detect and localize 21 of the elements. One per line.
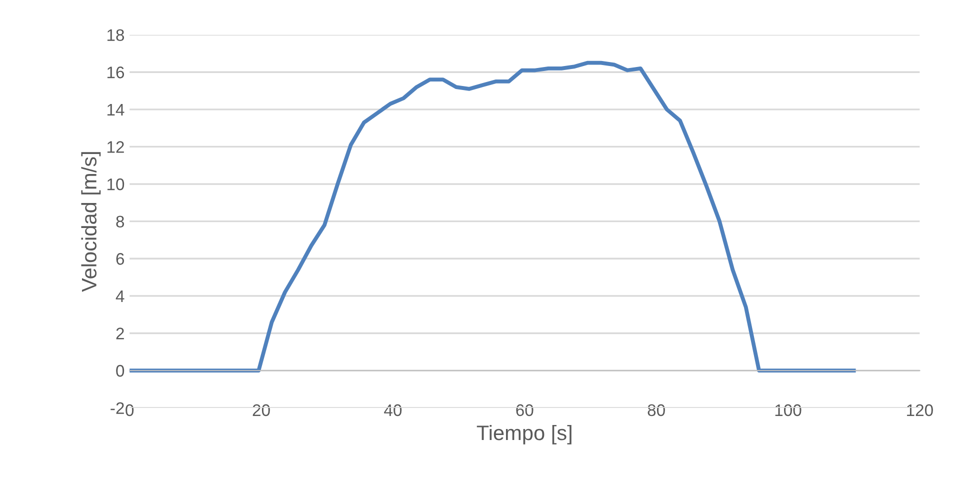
x-tick-label: 120 bbox=[907, 404, 933, 416]
y-tick-label: 4 bbox=[116, 290, 124, 302]
y-tick-label: 12 bbox=[107, 141, 124, 153]
y-tick-label: 16 bbox=[107, 66, 124, 78]
y-tick-label: 2 bbox=[116, 328, 124, 340]
y-axis-title: Velocidad [m/s] bbox=[81, 152, 101, 292]
y-tick-label: 6 bbox=[116, 253, 124, 265]
x-tick-label: 80 bbox=[648, 404, 665, 416]
line-series bbox=[130, 60, 856, 372]
y-tick-label: 0 bbox=[116, 364, 124, 377]
x-tick-label: 0 bbox=[126, 404, 134, 416]
x-tick-label: 40 bbox=[384, 404, 402, 416]
y-tick-label: -2 bbox=[110, 402, 124, 414]
x-tick-label: 100 bbox=[775, 404, 802, 416]
y-tick-label: 8 bbox=[116, 216, 124, 228]
x-tick-label: 20 bbox=[252, 404, 270, 416]
y-tick-label: 10 bbox=[107, 178, 124, 190]
x-tick-label: 60 bbox=[516, 404, 534, 416]
x-axis-title: Tiempo [s] bbox=[476, 424, 572, 444]
y-tick-label: 14 bbox=[107, 104, 124, 116]
y-tick-label: 18 bbox=[107, 29, 124, 42]
